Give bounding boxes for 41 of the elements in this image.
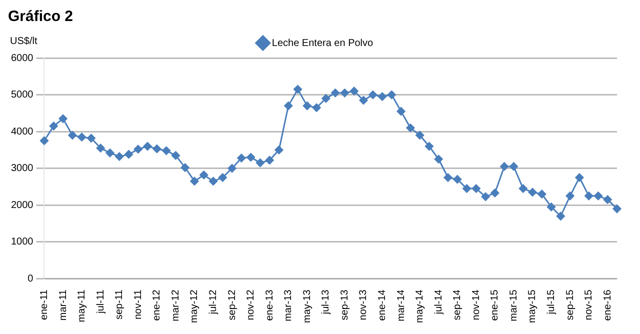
x-tick-label: sep-13 [339,289,350,320]
x-tick-label: jul-15 [546,289,558,316]
x-tick-label: may-15 [527,289,538,324]
x-tick-label: jul-14 [433,289,444,316]
y-tick-label: 6000 [10,52,34,64]
x-tick-label: sep-14 [452,289,464,320]
x-tick-label: mar-11 [58,289,69,321]
x-tick-label: ene-13 [264,289,276,321]
x-tick-label: ene-12 [152,289,163,321]
x-tick-label: may-13 [302,289,313,324]
x-tick-label: sep-15 [564,289,576,320]
x-tick-label: jul-13 [320,289,332,316]
legend-label: Leche Entera en Polvo [272,38,374,49]
chart-title: Gráfico 2 [8,8,74,26]
x-tick-label: ene-14 [377,289,388,321]
y-tick-label: 5000 [10,90,34,101]
x-tick-label: jul-12 [208,289,220,316]
x-tick-label: mar-15 [508,289,520,322]
x-tick-label: mar-13 [283,289,294,322]
x-tick-label: sep-11 [114,289,126,320]
y-tick-label: 2000 [10,200,34,211]
x-tick-label: nov-13 [358,289,370,320]
x-tick-label: may-11 [76,289,88,322]
x-tick-label: may-12 [189,289,200,324]
y-tick-label: 3000 [10,163,34,174]
y-tick-label: 1000 [10,236,34,248]
x-tick-label: sep-12 [226,289,238,320]
x-tick-label: nov-15 [584,289,595,320]
x-tick-label: mar-14 [396,289,407,322]
x-tick-label: jul-11 [95,289,106,314]
x-tick-label: nov-12 [246,289,257,320]
y-tick-label: 0 [28,273,34,284]
x-tick-label: ene-15 [490,289,501,321]
y-axis-title: US$/lt [10,36,38,47]
x-tick-label: nov-14 [470,289,482,320]
x-tick-label: ene-16 [602,289,614,321]
x-tick-label: may-14 [414,289,426,324]
x-tick-label: ene-11 [38,289,50,320]
y-tick-label: 4000 [10,126,34,138]
x-tick-label: mar-12 [170,289,182,322]
x-tick-label: nov-11 [132,289,144,320]
